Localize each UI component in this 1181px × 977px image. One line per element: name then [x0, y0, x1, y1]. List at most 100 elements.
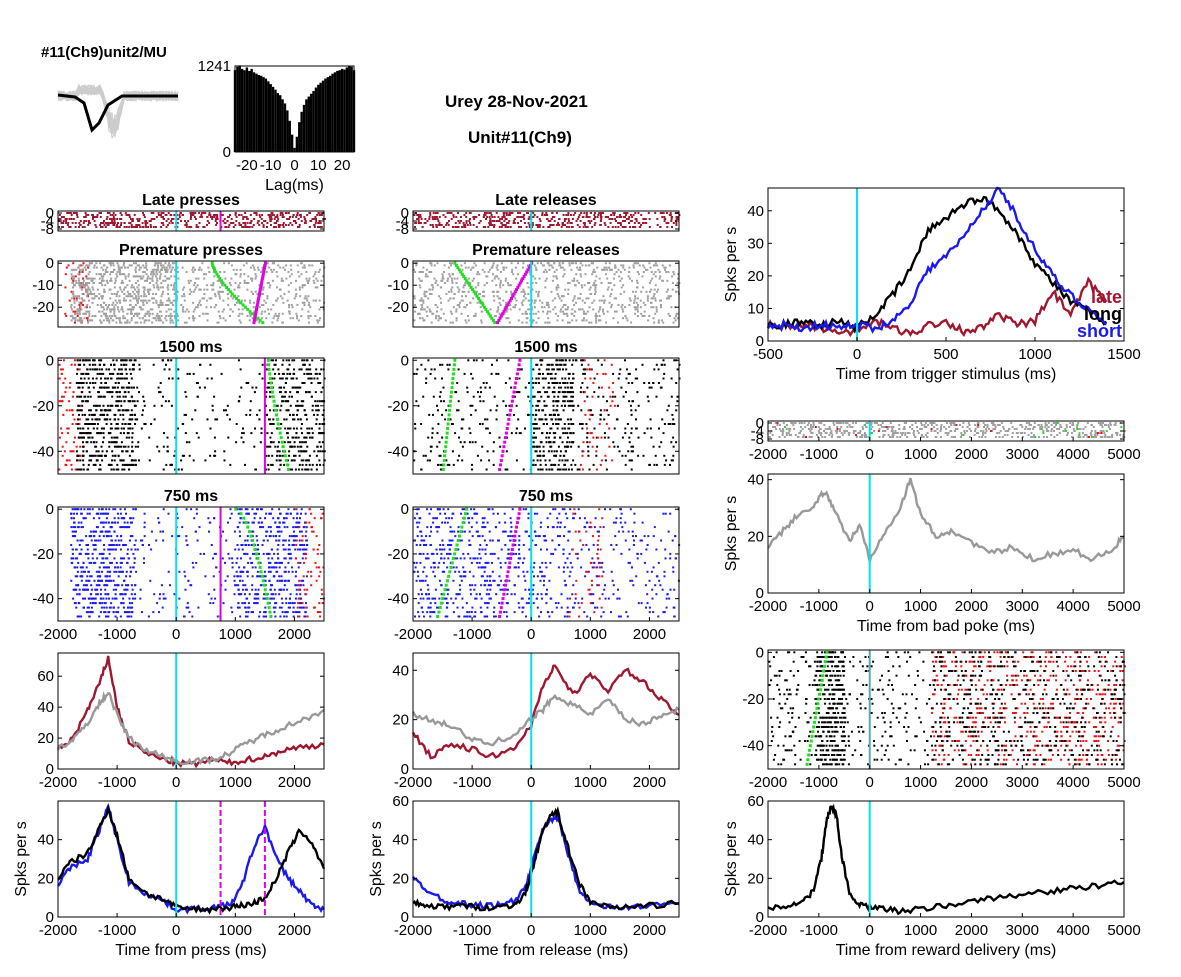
event-marker	[244, 521, 248, 525]
spike-dot	[137, 275, 140, 278]
event-marker	[252, 321, 256, 325]
spike-dot	[624, 216, 626, 218]
spike-dot	[669, 214, 672, 216]
spike-dot	[245, 226, 248, 228]
spike-dot	[284, 557, 287, 560]
spike-dot	[315, 463, 318, 466]
spike-dot	[636, 271, 639, 273]
spike-dot	[129, 295, 132, 298]
spike-dot	[624, 220, 626, 222]
spike-dot	[130, 606, 133, 609]
spike-dot	[98, 468, 101, 471]
spike-dot	[319, 432, 322, 435]
spike-dot	[161, 268, 164, 271]
spike-dot	[103, 611, 106, 614]
spike-dot	[106, 418, 109, 421]
spike-dot	[575, 273, 578, 276]
acg-bar	[283, 103, 287, 152]
event-marker	[223, 283, 227, 287]
spike-dot	[120, 400, 123, 403]
spike-dot	[622, 266, 625, 269]
spike-dot	[305, 548, 308, 551]
spike-dot	[318, 214, 321, 216]
spike-dot	[578, 226, 581, 228]
ytick-label: 0	[223, 144, 231, 161]
spike-dot	[281, 579, 284, 582]
spike-dot	[277, 441, 280, 444]
spike-dot	[113, 308, 116, 311]
spike-dot	[155, 539, 158, 542]
event-marker	[264, 592, 268, 596]
spike-dot	[272, 597, 275, 600]
spike-dot	[73, 521, 75, 524]
spike-dot	[127, 409, 130, 412]
spike-dot	[100, 315, 103, 317]
spike-dot	[83, 286, 86, 289]
spike-dot	[508, 214, 511, 216]
spike-dot	[74, 222, 77, 224]
spike-dot	[244, 615, 247, 618]
spike-dot	[536, 216, 539, 218]
spike-dot	[151, 308, 154, 311]
spike-dot	[258, 372, 261, 375]
spike-dot	[83, 517, 85, 520]
spike-dot	[307, 310, 310, 313]
spike-dot	[276, 530, 279, 533]
event-marker	[252, 543, 256, 547]
spike-dot	[109, 544, 112, 546]
spike-dot	[89, 319, 92, 322]
spike-dot	[488, 216, 491, 218]
spike-dot	[322, 218, 325, 220]
spike-dot	[198, 266, 201, 269]
spike-dot	[226, 404, 229, 407]
spike-dot	[644, 222, 647, 224]
spike-dot	[148, 459, 151, 462]
spike-dot	[230, 606, 233, 609]
spike-dot	[65, 315, 68, 317]
spike-dot	[113, 306, 116, 309]
spike-dot	[547, 220, 550, 222]
spike-dot	[192, 310, 195, 313]
spike-dot	[667, 271, 670, 273]
spike-dot	[603, 266, 606, 269]
spike-dot	[298, 214, 301, 216]
spike-dot	[99, 539, 102, 542]
spike-dot	[299, 597, 302, 600]
spike-dot	[102, 526, 105, 529]
spike-dot	[301, 266, 304, 269]
spike-dot	[145, 312, 148, 315]
spike-dot	[274, 606, 277, 609]
spike-dot	[270, 218, 273, 220]
spike-dot	[654, 262, 657, 265]
spike-dot	[307, 279, 310, 282]
spike-dot	[86, 288, 89, 291]
spike-dot	[87, 273, 90, 276]
spike-dot	[603, 222, 606, 224]
spike-dot	[87, 224, 90, 226]
spike-dot	[264, 575, 267, 578]
spike-dot	[102, 268, 105, 271]
acg-bar	[276, 93, 280, 152]
spike-dot	[87, 377, 90, 380]
spike-dot	[225, 226, 228, 228]
spike-dot	[89, 535, 92, 538]
spike-dot	[610, 268, 613, 271]
spike-dot	[545, 271, 548, 273]
spike-dot	[194, 282, 196, 284]
spike-dot	[290, 273, 293, 276]
spike-dot	[307, 391, 310, 394]
spike-dot	[237, 286, 239, 289]
spike-dot	[245, 413, 248, 416]
spike-dot	[113, 293, 116, 295]
spike-dot	[245, 597, 248, 600]
spike-dot	[244, 552, 247, 555]
spike-dot	[80, 395, 83, 398]
spike-dot	[237, 575, 240, 578]
spike-dot	[178, 597, 181, 600]
spike-dot	[312, 275, 315, 278]
spike-dot	[311, 359, 314, 362]
spike-dot	[276, 548, 279, 551]
spike-dot	[440, 224, 443, 226]
spike-dot	[155, 293, 157, 295]
spike-dot	[82, 441, 84, 444]
